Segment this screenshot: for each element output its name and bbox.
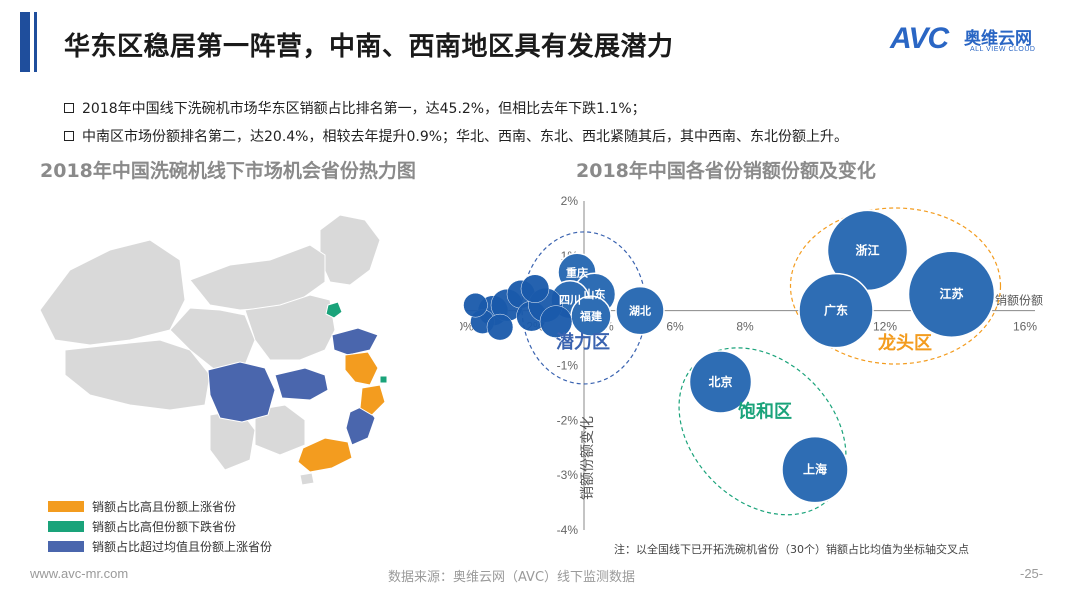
page-number: -25- <box>1020 566 1044 581</box>
bubble-point <box>615 285 665 336</box>
group-label-leader: 龙头区 <box>878 332 932 354</box>
y-tick-label: -3% <box>557 468 579 482</box>
page-title: 华东区稳居第一阵营，中南、西南地区具有发展潜力 <box>64 32 674 62</box>
map-region-northeast <box>319 214 381 286</box>
bubble-chart: 0%2%4%6%8%10%12%14%16%2%1%-1%-2%-3%-4%销额… <box>460 194 1043 537</box>
bubble-point <box>520 274 550 303</box>
avc-logo: AVC 奥维云网 ALL VIEW CLOUD <box>890 22 1060 62</box>
bullet-square-icon <box>64 103 74 113</box>
map-region-southwest <box>254 404 306 456</box>
y-tick-label: -1% <box>557 359 579 373</box>
ellipse-leader-zone <box>789 207 1002 365</box>
map-region-hubei <box>274 367 329 401</box>
summary-bullets: 2018年中国线下洗碗机市场华东区销额占比排名第一，达45.2%，但相比去年下跌… <box>64 94 848 150</box>
map-region-beijing <box>325 301 343 319</box>
legend-label: 销额占比高且份额上涨省份 <box>92 499 237 514</box>
chart-note: 注：以全国线下已开拓洗碗机省份（30个）销额占比均值为坐标轴交叉点 <box>614 543 969 556</box>
title-accent-bar <box>20 12 30 72</box>
map-region-tibet <box>64 339 211 411</box>
map-region-guangdong <box>297 437 353 473</box>
bubble-label: 重庆 <box>566 265 588 279</box>
bubble-label: 江苏 <box>939 286 963 301</box>
map-region-north-central <box>244 294 336 361</box>
legend-item: 销额占比高且份额上涨省份 <box>48 496 272 516</box>
bullet-item: 中南区市场份额排名第二，达20.4%，相较去年提升0.9%；华北、西南、东北、西… <box>64 122 848 150</box>
logo-text: AVC <box>890 22 949 55</box>
legend-item: 销额占比高但份额下跌省份 <box>48 516 272 536</box>
footer-source: 数据来源：奥维云网（AVC）线下监测数据 <box>388 570 636 585</box>
x-tick-label: 6% <box>666 320 684 334</box>
ellipse-saturated-zone <box>678 347 847 516</box>
map-region-hainan <box>299 472 315 486</box>
bubble-label: 山东 <box>584 287 606 301</box>
map-region-xinjiang <box>39 239 186 346</box>
x-tick-label: 12% <box>873 320 897 334</box>
map-region-inner-mongolia <box>189 244 326 311</box>
map-region-shanghai <box>379 375 388 384</box>
bubble-label: 上海 <box>803 462 827 477</box>
bubble-point <box>539 305 573 338</box>
title-accent-bar-thin <box>34 12 37 72</box>
map-region-sichuan <box>207 361 276 423</box>
logo-en: ALL VIEW CLOUD <box>970 46 1036 53</box>
map-base-regions <box>39 214 381 486</box>
bullet-text: 2018年中国线下洗碗机市场华东区销额占比排名第一，达45.2%，但相比去年下跌… <box>82 101 646 117</box>
legend-item: 销额占比超过均值且份额上涨省份 <box>48 536 272 556</box>
chart-bubbles <box>463 209 996 504</box>
bubble-label: 四川 <box>559 294 581 307</box>
bubble-point <box>463 292 488 318</box>
bubble-point <box>486 313 514 341</box>
chart-title: 2018年中国各省份销额份额及变化 <box>576 160 876 182</box>
bullet-item: 2018年中国线下洗碗机市场华东区销额占比排名第一，达45.2%，但相比去年下跌… <box>64 94 848 122</box>
chart-axes: 0%2%4%6%8%10%12%14%16%2%1%-1%-2%-3%-4%销额… <box>460 194 1043 537</box>
legend-swatch <box>48 540 84 552</box>
bubble-point <box>798 272 874 349</box>
map-title: 2018年中国洗碗机线下市场机会省份热力图 <box>40 160 416 182</box>
y-tick-label: -4% <box>557 523 579 537</box>
map-region-zhejiang <box>359 384 386 416</box>
y-axis-title: 销额份额变化 <box>580 416 596 500</box>
bubble-label: 广东 <box>824 303 848 318</box>
bubble-label: 浙江 <box>855 242 879 257</box>
group-label-potential: 潜力区 <box>556 331 610 353</box>
bubble-label: 北京 <box>708 374 732 389</box>
bullet-square-icon <box>64 131 74 141</box>
bubble-point <box>907 250 996 338</box>
china-heat-map <box>39 214 388 486</box>
group-label-saturated: 饱和区 <box>738 401 792 423</box>
legend-label: 销额占比超过均值且份额上涨省份 <box>92 539 273 554</box>
bubble-point <box>781 435 849 504</box>
x-axis-title: 销额份额 <box>995 294 1043 308</box>
map-legend: 销额占比高且份额上涨省份 销额占比高但份额下跌省份 销额占比超过均值且份额上涨省… <box>48 496 272 556</box>
bubble-label: 福建 <box>579 309 603 323</box>
footer-website: www.avc-mr.com <box>30 566 129 581</box>
map-region-jiangsu <box>344 351 379 386</box>
legend-swatch <box>48 500 84 512</box>
bullet-text: 中南区市场份额排名第二，达20.4%，相较去年提升0.9%；华北、西南、东北、西… <box>82 129 849 145</box>
map-highlight-regions <box>207 301 388 473</box>
legend-swatch <box>48 520 84 532</box>
map-region-shandong <box>331 327 379 356</box>
y-tick-label: 2% <box>561 194 579 208</box>
legend-label: 销额占比高但份额下跌省份 <box>92 519 237 534</box>
bubble-point <box>688 350 753 414</box>
bubble-label: 湖北 <box>629 304 651 318</box>
x-tick-label: 16% <box>1013 320 1037 334</box>
x-tick-label: 8% <box>736 320 754 334</box>
logo-cn: 奥维云网 <box>964 29 1032 49</box>
y-tick-label: -2% <box>557 413 579 427</box>
